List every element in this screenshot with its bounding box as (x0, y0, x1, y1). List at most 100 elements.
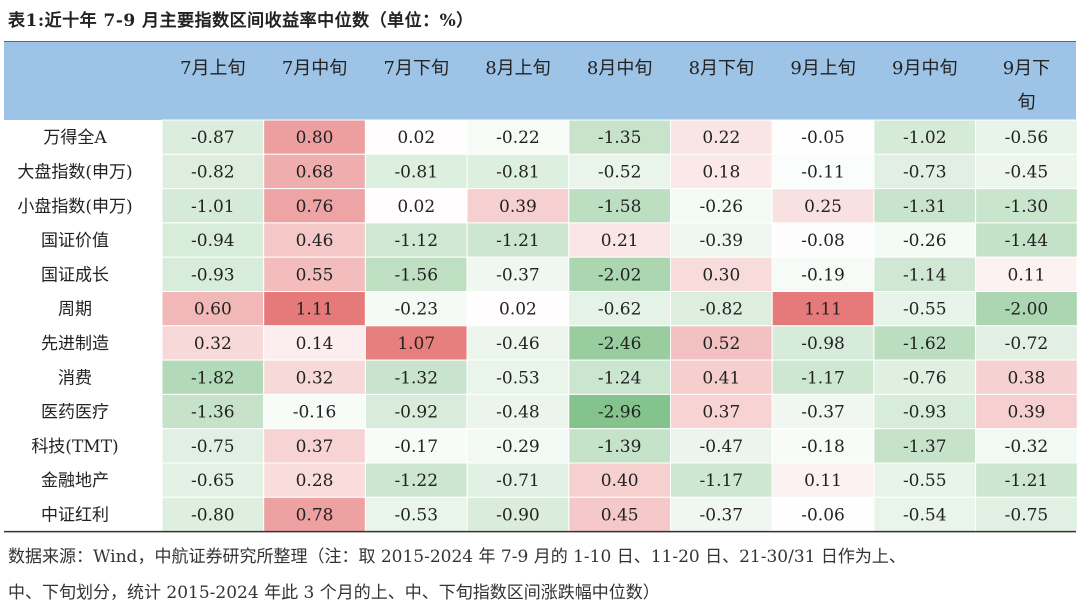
cell-value-r10-c5: -1.39 (598, 437, 642, 457)
cell-value-r11-c3: -1.22 (394, 471, 438, 491)
heat-cell-r3-c2 (263, 188, 366, 224)
heat-cell-r5-c6 (670, 256, 773, 293)
heat-cell-r11-c4 (466, 462, 570, 498)
cell-value-r8-c9: 0.38 (1008, 368, 1046, 388)
heat-cell-r1-c1 (161, 119, 265, 155)
cell-value-r4-c8: -0.26 (903, 231, 947, 251)
cell-value-r4-c3: -1.12 (394, 231, 438, 251)
cell-value-r11-c6: -1.17 (700, 471, 744, 491)
column-header-4: 8月上旬 (485, 58, 550, 79)
heat-cell-r11-c9 (975, 462, 1078, 498)
heat-cell-r7-c5 (568, 325, 671, 361)
cell-value-r8-c7: -1.17 (801, 368, 845, 388)
row-label-4: 国证价值 (41, 231, 109, 251)
cell-value-r4-c5: 0.21 (601, 231, 639, 251)
cell-value-r7-c5: -2.46 (598, 334, 642, 354)
cell-value-r8-c6: 0.41 (702, 368, 740, 388)
cell-value-r1-c9: -0.56 (1005, 128, 1049, 148)
source-note-line-1: 数据来源：Wind，中航证券研究所整理（注：取 2015-2024 年 7-9 … (8, 547, 906, 567)
heat-cell-r7-c6 (670, 325, 773, 361)
cell-value-r6-c8: -0.55 (903, 300, 947, 320)
column-header-2: 7月中旬 (282, 58, 347, 79)
heat-cell-r10-c2 (263, 428, 366, 464)
heat-cell-r5-c2 (263, 256, 366, 293)
heat-cell-r9-c9 (975, 393, 1078, 430)
cell-value-r9-c1: -1.36 (191, 403, 235, 423)
column-header-9-line-1: 9月下 (1003, 58, 1050, 79)
cell-value-r1-c4: -0.22 (496, 128, 540, 148)
cell-value-r5-c6: 0.30 (702, 265, 740, 285)
cell-value-r2-c3: -0.81 (394, 162, 438, 182)
cell-value-r11-c4: -0.71 (496, 471, 540, 491)
heat-cell-r10-c1 (161, 428, 265, 464)
cell-value-r2-c4: -0.81 (496, 162, 540, 182)
column-header-1: 7月上旬 (180, 58, 245, 79)
heat-cell-r1-c4 (466, 119, 570, 155)
heat-cell-r7-c7 (771, 325, 875, 361)
cell-value-r5-c2: 0.55 (296, 265, 334, 285)
cell-value-r7-c4: -0.46 (496, 334, 540, 354)
heat-cell-r11-c1 (161, 462, 265, 498)
heat-cell-r9-c3 (364, 393, 468, 430)
cell-value-r5-c9: 0.11 (1008, 265, 1046, 285)
cell-value-r12-c1: -0.80 (191, 505, 235, 525)
cell-value-r1-c5: -1.35 (598, 128, 642, 148)
heat-cell-r8-c8 (873, 359, 977, 395)
row-label-12: 中证红利 (41, 505, 109, 525)
cell-value-r8-c3: -1.32 (394, 368, 438, 388)
row-label-2: 大盘指数(申万) (17, 162, 132, 182)
cell-value-r3-c1: -1.01 (191, 197, 235, 217)
cell-value-r2-c7: -0.11 (801, 162, 845, 182)
heat-cell-r6-c3 (364, 291, 468, 327)
heat-cell-r11-c7 (771, 462, 875, 498)
cell-value-r1-c6: 0.22 (702, 128, 740, 148)
heat-cell-r12-c8 (873, 496, 977, 533)
cell-value-r8-c5: -1.24 (598, 368, 642, 388)
column-header-7: 9月上旬 (790, 58, 855, 79)
cell-value-r2-c8: -0.73 (903, 162, 947, 182)
cell-value-r12-c3: -0.53 (394, 505, 438, 525)
cell-value-r3-c9: -1.30 (1005, 197, 1049, 217)
cell-value-r6-c7: 1.11 (804, 300, 842, 320)
cell-value-r8-c2: 0.32 (296, 368, 334, 388)
cell-value-r9-c9: 0.39 (1008, 403, 1046, 423)
heat-cell-r8-c2 (263, 359, 366, 395)
cell-value-r10-c9: -0.32 (1005, 437, 1049, 457)
cell-value-r1-c8: -1.02 (903, 128, 947, 148)
cell-value-r1-c2: 0.80 (296, 128, 334, 148)
heat-cell-r8-c9 (975, 359, 1078, 395)
heat-cell-r5-c8 (873, 256, 977, 293)
row-label-9: 医药医疗 (41, 403, 109, 423)
column-header-6: 8月下旬 (689, 58, 754, 79)
cell-value-r6-c6: -0.82 (700, 300, 744, 320)
cell-value-r3-c4: 0.39 (499, 197, 537, 217)
heat-cell-r4-c8 (873, 222, 977, 258)
cell-value-r11-c5: 0.40 (601, 471, 639, 491)
heat-cell-r5-c7 (771, 256, 875, 293)
cell-value-r12-c9: -0.75 (1005, 505, 1049, 525)
cell-value-r1-c3: 0.02 (397, 128, 435, 148)
heat-cell-r1-c6 (670, 119, 773, 155)
cell-value-r12-c7: -0.06 (801, 505, 845, 525)
cell-value-r2-c5: -0.52 (598, 162, 642, 182)
cell-value-r2-c6: 0.18 (702, 162, 740, 182)
heat-cell-r2-c6 (670, 153, 773, 190)
cell-value-r7-c7: -0.98 (801, 334, 845, 354)
column-header-9-line-2: 旬 (1017, 92, 1035, 113)
heat-cell-r2-c3 (364, 153, 468, 190)
heat-cell-r6-c8 (873, 291, 977, 327)
heat-cell-r7-c2 (263, 325, 366, 361)
heat-cell-r10-c3 (364, 428, 468, 464)
heat-cell-r6-c9 (975, 291, 1078, 327)
heat-cell-r1-c5 (568, 119, 671, 155)
cell-value-r7-c9: -0.72 (1005, 334, 1049, 354)
cell-value-r6-c5: -0.62 (598, 300, 642, 320)
heat-cell-r8-c7 (771, 359, 875, 395)
cell-value-r9-c3: -0.92 (394, 403, 438, 423)
heat-cell-r2-c5 (568, 153, 671, 190)
heat-cell-r9-c6 (670, 393, 773, 430)
cell-value-r2-c1: -0.82 (191, 162, 235, 182)
heat-cell-r7-c3 (364, 325, 468, 361)
cell-value-r2-c2: 0.68 (296, 162, 334, 182)
